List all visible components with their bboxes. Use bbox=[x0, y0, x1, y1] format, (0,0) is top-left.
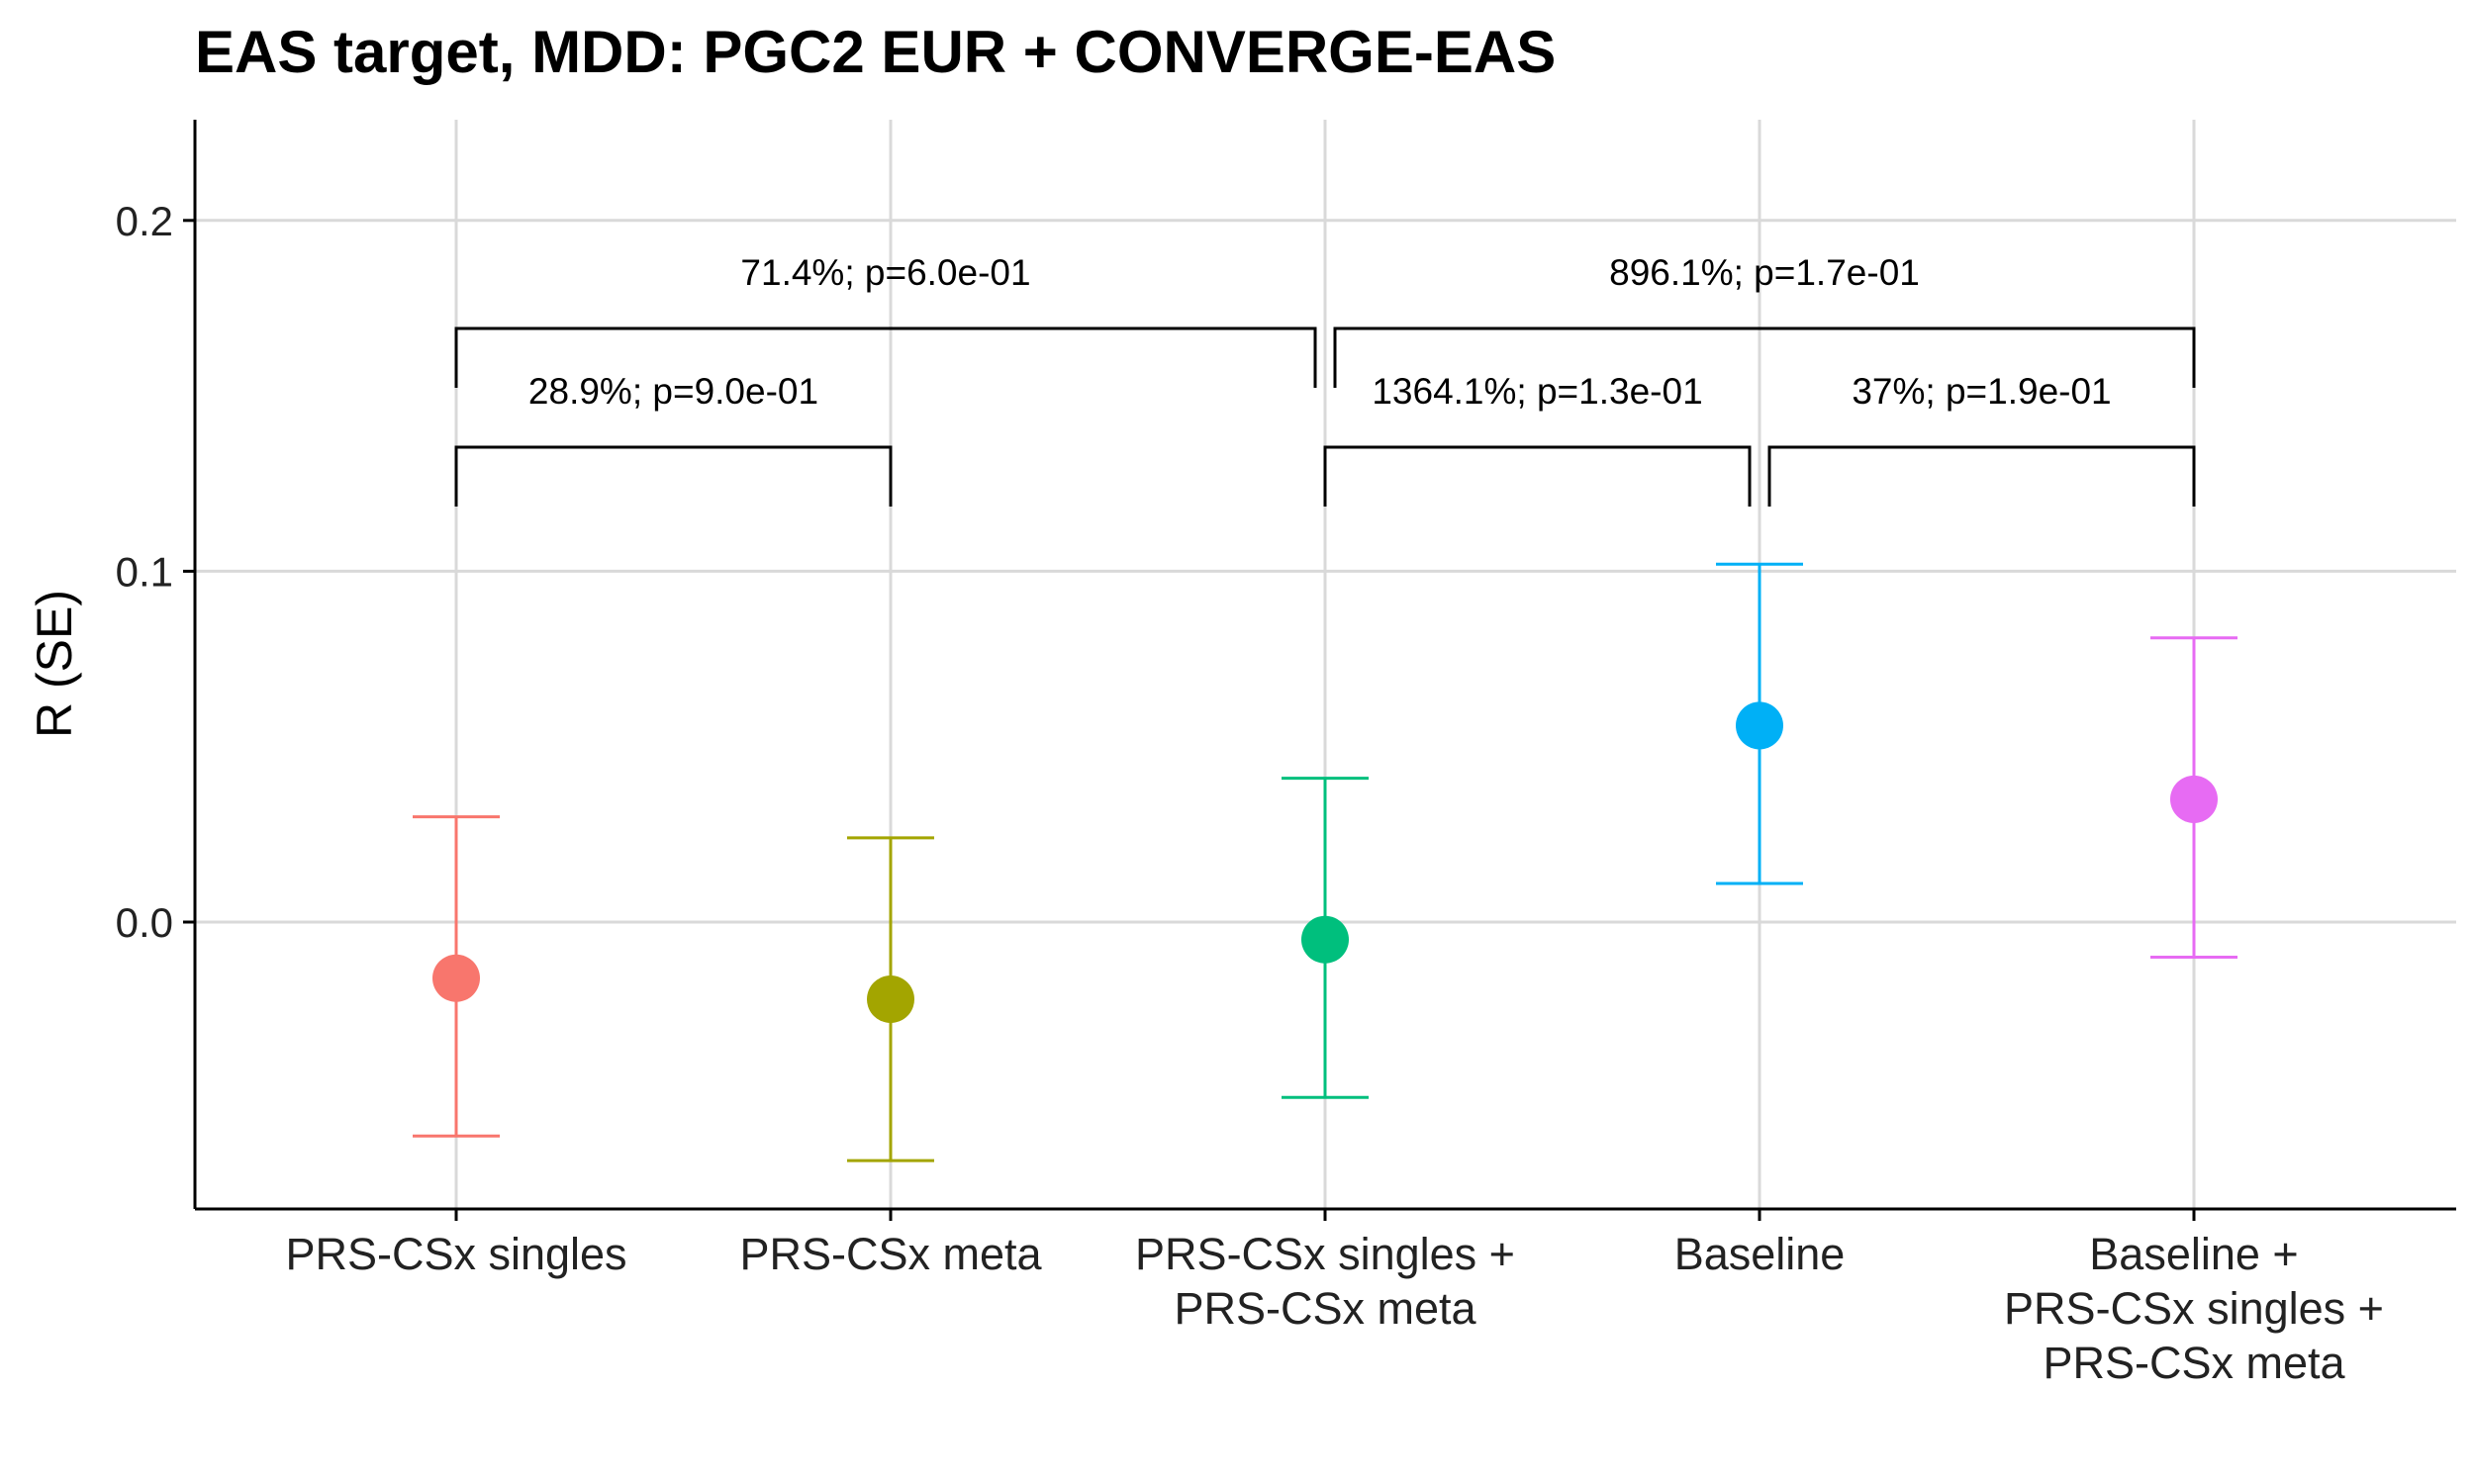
axis-layer bbox=[183, 120, 2456, 1221]
grid-layer bbox=[195, 120, 2456, 1209]
x-tick-label: PRS-CSx meta bbox=[739, 1229, 1042, 1279]
x-tick-label-line: PRS-CSx singles bbox=[285, 1229, 626, 1279]
y-tick-label: 0.1 bbox=[116, 548, 173, 595]
comparison-label: 896.1%; p=1.7e-01 bbox=[1609, 252, 1920, 293]
data-point bbox=[1301, 915, 1349, 964]
x-tick-label-line: PRS-CSx meta bbox=[1174, 1283, 1476, 1334]
data-point bbox=[867, 975, 914, 1024]
label-layer: 0.0 0.1 0.2 R (SE) PRS-CSx singles PRS-CSx me… bbox=[27, 198, 2384, 1388]
data-point bbox=[1736, 701, 1783, 750]
x-tick-label-line: PRS-CSx singles + bbox=[1135, 1229, 1515, 1279]
x-tick-label-line: PRS-CSx meta bbox=[2043, 1338, 2345, 1388]
comparison-bracket bbox=[454, 445, 893, 507]
comparison-bracket bbox=[1323, 445, 1752, 507]
x-tick-label: PRS-CSx singles bbox=[285, 1229, 626, 1279]
point-layer bbox=[413, 562, 2237, 1162]
comparison-bracket bbox=[1333, 326, 2196, 388]
x-tick-label: Baseline + PRS-CSx singles + PRS-CSx meta bbox=[2004, 1229, 2384, 1388]
x-tick-label: Baseline bbox=[1674, 1229, 1846, 1279]
comparison-label: 1364.1%; p=1.3e-01 bbox=[1372, 371, 1702, 412]
y-tick-label: 0.2 bbox=[116, 198, 173, 244]
annotation-layer: 28.9%; p=9.0e-01 1364.1%; p=1.3e-01 37%; p… bbox=[454, 252, 2196, 507]
x-tick-label-line: PRS-CSx meta bbox=[739, 1229, 1042, 1279]
x-tick-label: PRS-CSx singles + PRS-CSx meta bbox=[1135, 1229, 1515, 1334]
x-tick-label-line: Baseline + bbox=[2089, 1229, 2298, 1279]
data-point bbox=[2170, 775, 2218, 823]
data-point bbox=[432, 954, 480, 1002]
chart-title: EAS target, MDD: PGC2 EUR + CONVERGE-EAS bbox=[195, 19, 1557, 85]
x-tick-label-line: Baseline bbox=[1674, 1229, 1846, 1279]
comparison-label: 37%; p=1.9e-01 bbox=[1852, 371, 2111, 412]
comparison-label: 71.4%; p=6.0e-01 bbox=[740, 252, 1030, 293]
comparison-bracket bbox=[1767, 445, 2196, 507]
y-axis-title: R (SE) bbox=[27, 590, 82, 738]
y-tick-label: 0.0 bbox=[116, 899, 173, 946]
comparison-label: 28.9%; p=9.0e-01 bbox=[528, 371, 818, 412]
x-tick-label-line: PRS-CSx singles + bbox=[2004, 1283, 2384, 1334]
comparison-bracket bbox=[454, 326, 1317, 388]
